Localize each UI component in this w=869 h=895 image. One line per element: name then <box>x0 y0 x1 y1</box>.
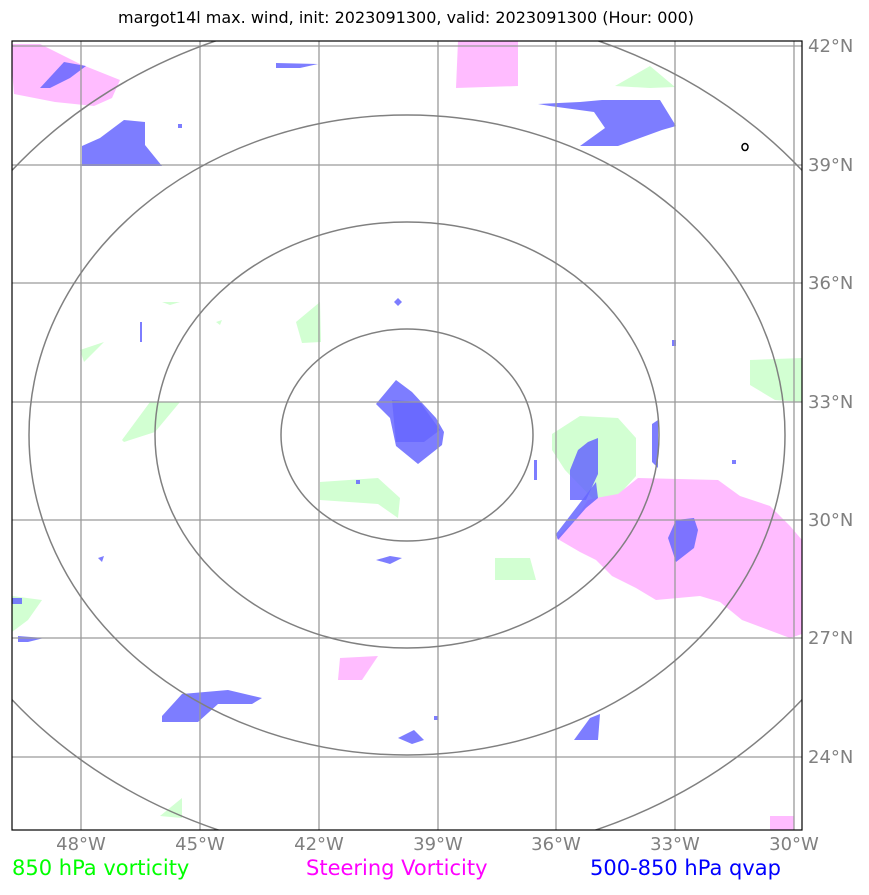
latitude-labels: 42°N 39°N 36°N 33°N 30°N 27°N 24°N <box>808 36 853 768</box>
lat-label: 33°N <box>808 392 853 413</box>
small-contour-marker <box>741 142 749 152</box>
lon-label: 30°W <box>769 834 819 855</box>
range-ring-2 <box>154 221 660 649</box>
map-fields <box>12 41 802 830</box>
longitude-labels: 48°W 45°W 42°W 39°W 36°W 33°W 30°W <box>56 834 819 855</box>
qvap-areas <box>12 62 736 744</box>
lon-label: 48°W <box>56 834 106 855</box>
lat-label: 39°N <box>808 155 853 176</box>
range-ring-3 <box>28 114 786 756</box>
lon-label: 33°W <box>650 834 700 855</box>
latlon-grid <box>12 41 802 830</box>
legend-850-vorticity: 850 hPa vorticity <box>12 856 190 880</box>
range-rings <box>12 41 802 830</box>
range-ring-1 <box>280 328 534 542</box>
lon-label: 39°W <box>413 834 463 855</box>
lat-label: 27°N <box>808 628 853 649</box>
map-frame <box>11 40 803 831</box>
legend-steering-vorticity: Steering Vorticity <box>306 856 488 880</box>
lat-label: 24°N <box>808 747 853 768</box>
lon-label: 42°W <box>294 834 344 855</box>
map-title: margot14l max. wind, init: 2023091300, v… <box>117 8 694 27</box>
legend-qvap: 500-850 hPa qvap <box>590 856 781 880</box>
lat-label: 36°N <box>808 273 853 294</box>
lon-label: 45°W <box>175 834 225 855</box>
lat-label: 30°N <box>808 510 853 531</box>
lon-label: 36°W <box>531 834 581 855</box>
lat-label: 42°N <box>808 36 853 57</box>
